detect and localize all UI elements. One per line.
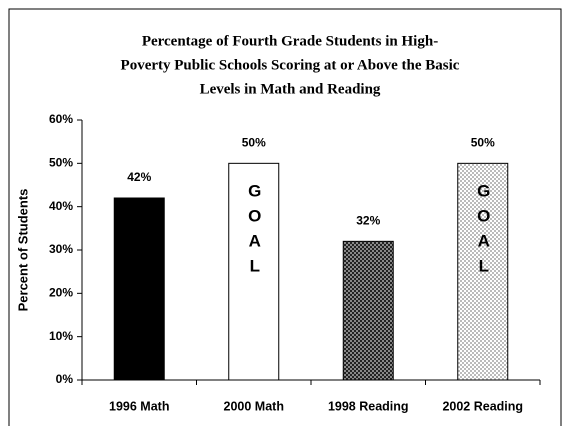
y-axis-label: Percent of Students (15, 189, 30, 312)
chart-title: Levels in Math and Reading (200, 81, 381, 97)
y-tick-label: 60% (49, 112, 73, 126)
bar (113, 197, 165, 381)
bar (342, 240, 394, 381)
value-label: 50% (471, 136, 495, 150)
value-label: 32% (356, 214, 380, 228)
y-tick-label: 50% (49, 156, 73, 170)
x-tick-label: 1996 Math (109, 399, 169, 413)
y-tick-label: 10% (49, 329, 73, 343)
bar (457, 162, 509, 381)
x-tick-label: 2002 Reading (442, 399, 523, 413)
chart-title: Percentage of Fourth Grade Students in H… (142, 33, 438, 49)
bar (228, 162, 280, 381)
y-tick-label: 20% (49, 286, 73, 300)
annotation: GOAL (474, 181, 493, 281)
chart-title: Poverty Public Schools Scoring at or Abo… (121, 57, 460, 73)
value-label: 42% (127, 170, 151, 184)
y-tick-label: 0% (56, 372, 74, 386)
x-tick-label: 1998 Reading (328, 399, 409, 413)
value-label: 50% (242, 136, 266, 150)
y-tick-label: 30% (49, 242, 73, 256)
x-tick-label: 2000 Math (224, 399, 284, 413)
y-tick-label: 40% (49, 199, 73, 213)
annotation: GOAL (245, 181, 264, 281)
frame (8, 8, 562, 426)
